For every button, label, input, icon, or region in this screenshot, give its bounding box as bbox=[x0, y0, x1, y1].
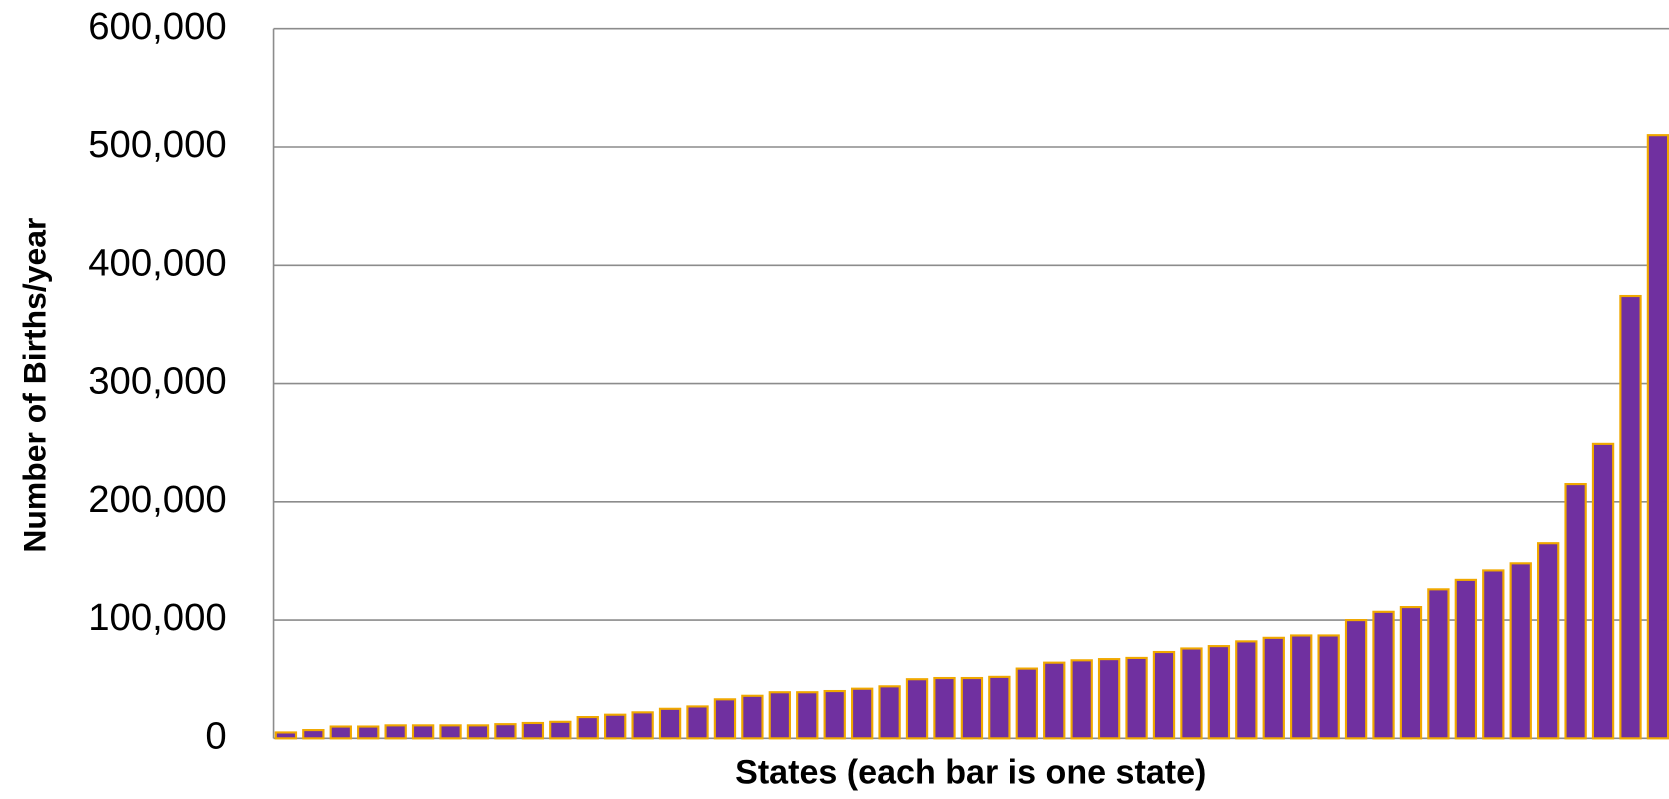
bar bbox=[1317, 634, 1340, 740]
bar bbox=[741, 694, 764, 740]
bar bbox=[1454, 578, 1478, 740]
bar bbox=[1097, 658, 1121, 740]
bar bbox=[1482, 569, 1505, 740]
bar bbox=[1427, 588, 1450, 740]
bar bbox=[1372, 610, 1395, 740]
y-tick-label: 600,000 bbox=[88, 5, 226, 48]
bar bbox=[576, 716, 599, 740]
bar bbox=[768, 691, 792, 740]
bar bbox=[521, 721, 545, 740]
bar bbox=[713, 698, 737, 740]
bar bbox=[1235, 640, 1258, 740]
bar bbox=[1399, 606, 1423, 740]
bar bbox=[1591, 442, 1615, 740]
y-tick-label: 100,000 bbox=[88, 596, 226, 639]
bar bbox=[1509, 562, 1532, 740]
bar bbox=[796, 691, 819, 740]
bar bbox=[850, 687, 874, 740]
bar bbox=[1207, 645, 1231, 740]
bar bbox=[604, 713, 627, 740]
bar bbox=[1043, 661, 1066, 740]
bar bbox=[960, 676, 984, 740]
y-axis-title: Number of Births/year bbox=[17, 218, 53, 553]
bar bbox=[988, 675, 1011, 740]
y-tick-label: 0 bbox=[205, 714, 226, 757]
bar bbox=[274, 731, 298, 740]
bar bbox=[1646, 134, 1669, 740]
bar bbox=[466, 724, 490, 740]
bar bbox=[494, 723, 517, 740]
bar bbox=[1125, 656, 1148, 740]
bar bbox=[658, 707, 682, 740]
bar bbox=[1262, 636, 1285, 740]
bar bbox=[411, 724, 435, 740]
bar bbox=[933, 676, 956, 740]
y-tick-label: 200,000 bbox=[88, 478, 226, 521]
bar bbox=[439, 724, 462, 740]
bar bbox=[905, 678, 929, 740]
bar bbox=[1290, 634, 1313, 740]
bar bbox=[329, 725, 352, 740]
bar bbox=[549, 720, 572, 740]
bar bbox=[1015, 667, 1038, 740]
bar bbox=[1536, 542, 1560, 740]
bar bbox=[1070, 659, 1093, 740]
bar bbox=[384, 724, 407, 740]
x-axis-title: States (each bar is one state) bbox=[735, 754, 1206, 792]
bar bbox=[357, 725, 380, 740]
bar bbox=[686, 705, 709, 740]
y-tick-label: 500,000 bbox=[88, 123, 226, 166]
bar bbox=[1180, 647, 1203, 740]
bar bbox=[823, 689, 846, 740]
bar bbox=[302, 729, 325, 740]
bar bbox=[878, 685, 901, 740]
bar bbox=[1619, 294, 1642, 740]
bar bbox=[1152, 650, 1176, 740]
y-tick-label: 300,000 bbox=[88, 360, 226, 403]
y-tick-label: 400,000 bbox=[88, 241, 226, 284]
bar bbox=[1564, 483, 1587, 740]
bar bbox=[1344, 619, 1368, 740]
bar bbox=[631, 711, 654, 740]
